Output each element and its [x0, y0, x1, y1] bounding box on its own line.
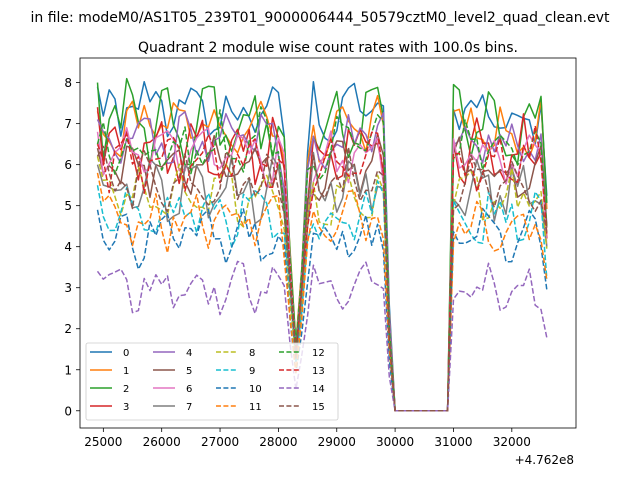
- y-tick-label: 4: [64, 240, 72, 254]
- legend-label-8: 8: [249, 348, 255, 359]
- y-tick-label: 5: [64, 199, 72, 213]
- legend-label-14: 14: [312, 384, 325, 395]
- y-axis: 0 1 2 3 4 5 6 7 8: [64, 76, 80, 418]
- series-lines: [96, 77, 548, 412]
- series-line-0: [96, 80, 548, 412]
- x-tick-label: 29000: [318, 435, 356, 449]
- legend-label-12: 12: [312, 348, 325, 359]
- legend-label-0: 0: [123, 348, 129, 359]
- x-tick-label: 31000: [434, 435, 472, 449]
- legend-label-6: 6: [186, 384, 192, 395]
- series-line-14: [96, 260, 548, 412]
- y-tick-label: 7: [64, 117, 72, 131]
- series-line-2: [96, 77, 548, 412]
- series-line-3: [96, 107, 548, 412]
- figure-suptitle: in file: modeM0/AS1T05_239T01_9000006444…: [31, 10, 610, 26]
- legend-label-10: 10: [249, 384, 262, 395]
- series-line-7: [96, 151, 548, 412]
- y-tick-label: 6: [64, 158, 72, 172]
- series-line-4: [96, 111, 548, 412]
- series-line-11: [96, 172, 548, 412]
- legend-label-5: 5: [186, 366, 192, 377]
- series-line-6: [96, 126, 548, 412]
- series-line-9: [96, 180, 548, 412]
- legend-label-3: 3: [123, 402, 129, 413]
- x-offset-label: +4.762e8: [515, 453, 574, 467]
- x-tick-label: 25000: [84, 435, 122, 449]
- y-tick-label: 8: [64, 76, 72, 90]
- series-line-15: [96, 145, 548, 412]
- legend-label-2: 2: [123, 384, 129, 395]
- legend-label-11: 11: [249, 402, 262, 413]
- x-tick-label: 30000: [376, 435, 414, 449]
- x-tick-label: 27000: [201, 435, 239, 449]
- x-tick-label: 32000: [493, 435, 531, 449]
- legend-label-4: 4: [186, 348, 192, 359]
- legend-label-9: 9: [249, 366, 255, 377]
- y-tick-label: 1: [64, 363, 72, 377]
- x-tick-label: 28000: [259, 435, 297, 449]
- legend-box: [85, 342, 339, 421]
- y-tick-label: 2: [64, 322, 72, 336]
- legend-label-7: 7: [186, 402, 192, 413]
- x-axis: 25000 26000 27000 28000 29000 30000 31000 32000: [84, 428, 531, 449]
- series-line-12: [96, 106, 548, 412]
- y-tick-label: 3: [64, 281, 72, 295]
- legend-label-15: 15: [312, 402, 325, 413]
- x-tick-label: 26000: [143, 435, 181, 449]
- plot-frame: [79, 57, 577, 429]
- y-tick-label: 0: [64, 404, 72, 418]
- series-line-13: [96, 125, 548, 412]
- legend-label-13: 13: [312, 366, 325, 377]
- chart-title: Quadrant 2 module wise count rates with …: [138, 40, 518, 56]
- legend-label-1: 1: [123, 366, 129, 377]
